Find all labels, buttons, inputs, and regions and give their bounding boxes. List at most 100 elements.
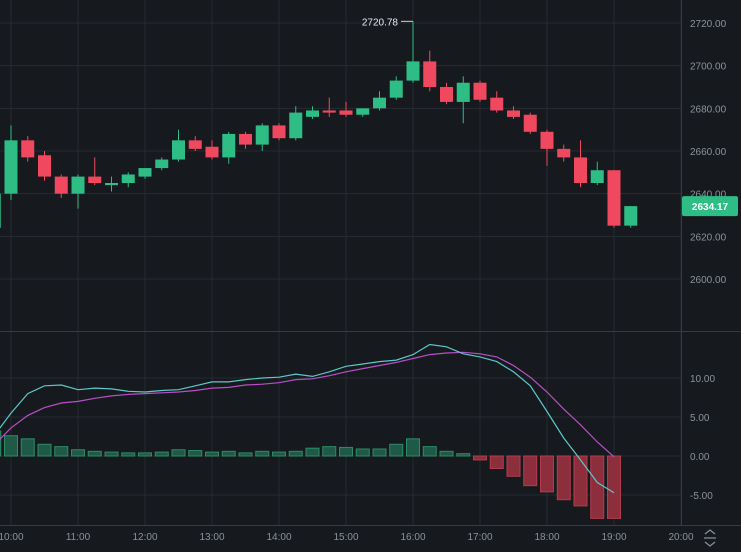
- candle-body[interactable]: [356, 108, 370, 115]
- time-axis-tick-label: 19:00: [601, 532, 626, 543]
- price-axis-tick-label: 2700.00: [690, 62, 727, 73]
- candle-body[interactable]: [339, 110, 353, 115]
- last-price-tag: [682, 196, 738, 217]
- candle-body[interactable]: [105, 183, 118, 186]
- price-axis-tick-label: 2680.00: [690, 104, 727, 115]
- time-axis-tick-label: 13:00: [199, 532, 224, 543]
- macd-histogram-bar: [523, 455, 538, 487]
- candle-body[interactable]: [389, 80, 403, 98]
- macd-histogram-bar: [87, 450, 102, 457]
- candle-body[interactable]: [54, 176, 68, 194]
- high-marker-label: 2720.78: [362, 17, 399, 28]
- indicator-axis-tick-label: -5.00: [690, 491, 713, 502]
- macd-histogram-bar: [121, 452, 136, 457]
- candle-body[interactable]: [172, 140, 185, 160]
- time-axis-tick-label: 12:00: [132, 532, 157, 543]
- candle-body[interactable]: [574, 157, 587, 183]
- macd-histogram-bar: [305, 447, 320, 457]
- candle-body[interactable]: [473, 82, 487, 100]
- candle-body[interactable]: [121, 174, 135, 183]
- macd-histogram-bar: [322, 446, 337, 457]
- candle-body[interactable]: [138, 168, 152, 177]
- candle-body[interactable]: [373, 97, 386, 109]
- candle-body[interactable]: [624, 206, 638, 226]
- macd-histogram-bar: [506, 455, 521, 477]
- candle-body[interactable]: [306, 110, 319, 117]
- candle-body[interactable]: [205, 146, 219, 158]
- price-axis-tick-label: 2720.00: [690, 19, 727, 30]
- macd-histogram-bar: [37, 443, 52, 457]
- macd-histogram-bar: [406, 438, 420, 457]
- macd-histogram-bar: [372, 448, 387, 457]
- time-axis-tick-label: 14:00: [266, 532, 291, 543]
- macd-histogram-bar: [4, 435, 18, 457]
- signal-line: [0, 351, 615, 458]
- time-axis-tick-label: 20:00: [668, 532, 693, 543]
- macd-histogram-bar: [288, 450, 303, 457]
- macd-histogram-bar: [439, 450, 454, 457]
- candle-body[interactable]: [490, 97, 504, 111]
- macd-histogram-bar: [188, 450, 203, 457]
- macd-histogram-bar: [573, 455, 588, 507]
- macd-histogram-bar: [473, 455, 487, 461]
- macd-histogram-bar: [71, 449, 85, 457]
- macd-histogram-bar: [355, 448, 370, 457]
- time-axis-tick-label: 17:00: [467, 532, 492, 543]
- axis-scale-icon[interactable]: [704, 529, 716, 547]
- time-axis-tick-label: 10:00: [0, 532, 24, 543]
- time-axis-tick-label: 15:00: [333, 532, 358, 543]
- candle-body[interactable]: [440, 87, 453, 102]
- candle-body[interactable]: [289, 112, 303, 139]
- candle-body[interactable]: [507, 110, 520, 117]
- candle-body[interactable]: [557, 148, 571, 158]
- indicator-axis-tick-label: 5.00: [690, 413, 710, 424]
- time-axis-tick-label: 16:00: [400, 532, 425, 543]
- candle-body[interactable]: [590, 170, 604, 183]
- macd-histogram-bar: [20, 438, 35, 457]
- macd-histogram-bar: [154, 451, 169, 457]
- candle-body[interactable]: [607, 170, 621, 226]
- macd-histogram-bar: [607, 455, 621, 519]
- price-axis-tick-label: 2600.00: [690, 275, 727, 286]
- time-axis-tick-label: 18:00: [534, 532, 559, 543]
- price-axis-tick-label: 2640.00: [690, 190, 727, 201]
- macd-histogram-bar: [255, 450, 270, 457]
- candle-body[interactable]: [71, 176, 85, 194]
- candle-body[interactable]: [423, 61, 437, 87]
- candle-body[interactable]: [456, 82, 470, 102]
- macd-histogram-bar: [489, 455, 504, 469]
- candle-body[interactable]: [255, 125, 269, 145]
- candle-body[interactable]: [21, 140, 35, 158]
- macd-histogram-bar: [590, 455, 605, 519]
- macd-histogram-bar: [54, 446, 69, 457]
- macd-histogram-bar: [540, 455, 554, 493]
- candle-body[interactable]: [4, 140, 18, 194]
- macd-histogram-bar: [456, 453, 471, 457]
- candle-body[interactable]: [0, 193, 1, 228]
- macd-histogram-bar: [556, 455, 571, 501]
- candle-body[interactable]: [523, 114, 537, 132]
- last-price-label: 2634.17: [692, 202, 729, 213]
- macd-histogram-bar: [104, 451, 119, 457]
- time-axis-tick-label: 11:00: [66, 532, 91, 543]
- macd-line: [0, 343, 615, 494]
- macd-histogram-bar: [272, 451, 286, 457]
- candle-body[interactable]: [38, 155, 51, 177]
- indicator-axis-tick-label: 0.00: [690, 452, 710, 463]
- macd-histogram-bar: [238, 452, 253, 457]
- candle-body[interactable]: [272, 125, 286, 139]
- candle-body[interactable]: [322, 110, 336, 113]
- macd-histogram-bar: [0, 430, 2, 457]
- candle-body[interactable]: [239, 133, 252, 145]
- candle-body[interactable]: [188, 140, 202, 149]
- price-axis-tick-label: 2620.00: [690, 232, 727, 243]
- candle-body[interactable]: [88, 176, 102, 183]
- macd-histogram-bar: [389, 443, 404, 457]
- macd-histogram-bar: [221, 450, 236, 457]
- candle-body[interactable]: [222, 133, 236, 158]
- candle-body[interactable]: [155, 159, 169, 169]
- candle-body[interactable]: [540, 131, 554, 149]
- candle-body[interactable]: [406, 61, 420, 81]
- macd-histogram-bar: [171, 449, 186, 457]
